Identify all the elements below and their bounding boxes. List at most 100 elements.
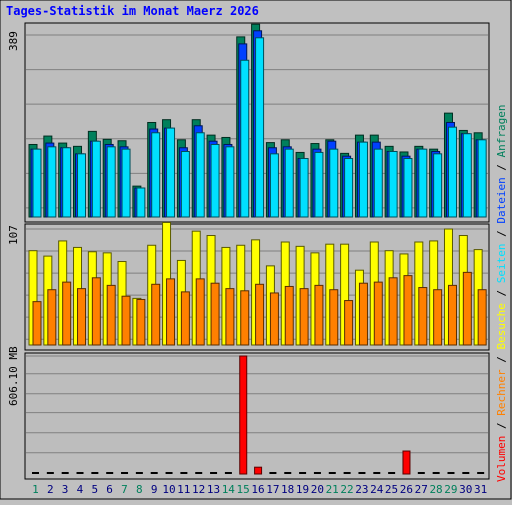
legend-rechner: Rechner [495, 369, 508, 416]
x-tick-label: 30 [459, 483, 472, 496]
bar-rechner-day-30 [462, 271, 472, 346]
bar-rechner-day-26 [403, 275, 413, 346]
bar-volumen-baseline [195, 472, 203, 474]
x-tick-label: 22 [340, 483, 353, 496]
legend-besuche: Besuche [495, 303, 508, 349]
legend-dateien: Dateien [495, 177, 508, 223]
bar-seiten-day-3 [62, 147, 72, 218]
x-tick-label: 18 [281, 483, 294, 496]
x-tick-label: 5 [91, 483, 98, 496]
x-tick-label: 23 [355, 483, 368, 496]
bar-seiten-day-28 [433, 153, 443, 218]
x-tick-label: 21 [326, 483, 339, 496]
bar-volumen-baseline [224, 472, 232, 474]
x-tick-label: 9 [151, 483, 158, 496]
bar-volumen-baseline [432, 472, 440, 474]
bar-seiten-day-14 [225, 146, 235, 218]
bar-volumen-baseline [373, 472, 381, 474]
bar-rechner-day-13 [210, 282, 220, 346]
bar-volumen-baseline [46, 472, 54, 474]
bar-seiten-day-2 [47, 146, 57, 218]
bar-rechner-day-5 [91, 277, 101, 346]
bar-volumen-baseline [210, 472, 218, 474]
bar-volumen-baseline [61, 472, 69, 474]
panel-bottom [24, 352, 490, 480]
bar-volumen-baseline [328, 472, 336, 474]
bar-seiten-day-15 [240, 59, 250, 218]
bar-volumen-baseline [76, 472, 84, 474]
x-tick-label: 15 [237, 483, 250, 496]
x-tick-label: 25 [385, 483, 398, 496]
bar-rechner-day-28 [433, 289, 443, 346]
bar-seiten-day-19 [299, 158, 309, 218]
bars-layer [28, 23, 487, 475]
x-tick-label: 28 [429, 483, 442, 496]
bar-seiten-day-24 [373, 148, 383, 218]
bar-volumen-day-26 [402, 450, 411, 475]
bar-volumen-baseline [32, 472, 39, 474]
x-tick-label: 12 [192, 483, 205, 496]
legend-separator: / [495, 157, 508, 177]
x-tick-label: 24 [370, 483, 384, 496]
bar-volumen-baseline [447, 472, 455, 474]
bar-rechner-day-1 [32, 301, 42, 346]
bar-volumen-baseline [388, 472, 396, 474]
y-axis-labels: 389 107 606.10 MB [7, 31, 20, 406]
legend-separator: / [495, 283, 508, 303]
bar-volumen-baseline [343, 472, 351, 474]
x-tick-label: 19 [296, 483, 309, 496]
bar-rechner-day-24 [373, 281, 383, 346]
bar-seiten-day-8 [136, 187, 146, 218]
legend-anfragen: Anfragen [495, 104, 508, 157]
bar-seiten-day-5 [91, 140, 101, 218]
y-max-label-bottom: 606.10 MB [7, 346, 20, 406]
bar-seiten-day-17 [269, 153, 279, 218]
x-tick-label: 14 [222, 483, 236, 496]
legend-separator: / [495, 224, 508, 244]
bar-volumen-day-16 [254, 466, 263, 475]
bar-seiten-day-27 [418, 148, 428, 218]
bar-rechner-day-15 [240, 290, 250, 346]
bar-rechner-day-18 [284, 285, 294, 346]
bar-volumen-baseline [417, 472, 425, 474]
bar-seiten-day-23 [358, 141, 368, 218]
bar-volumen-baseline [121, 472, 129, 474]
bar-rechner-day-29 [447, 284, 457, 346]
x-tick-label: 26 [400, 483, 413, 496]
x-tick-label: 3 [62, 483, 69, 496]
bar-rechner-day-9 [151, 283, 161, 346]
bar-rechner-day-31 [477, 289, 487, 346]
bar-rechner-day-25 [388, 277, 398, 346]
x-tick-label: 6 [106, 483, 113, 496]
bar-rechner-day-10 [166, 278, 176, 346]
bar-rechner-day-16 [255, 283, 265, 346]
bar-rechner-day-4 [77, 288, 87, 346]
bar-volumen-baseline [106, 472, 114, 474]
legend-separator: / [495, 350, 508, 370]
bar-seiten-day-22 [344, 158, 354, 218]
bar-seiten-day-7 [121, 148, 131, 218]
x-axis-tick-labels: 1 2 3 4 5 6 7 8 9 10 11 12 13 14 15 16 17 18 19 20 21 22 23 24 2… [32, 483, 487, 496]
bar-seiten-day-16 [255, 37, 265, 218]
x-tick-label: 29 [444, 483, 457, 496]
x-tick-label: 17 [266, 483, 279, 496]
bar-rechner-day-14 [225, 288, 235, 346]
x-tick-label: 7 [121, 483, 128, 496]
bar-volumen-baseline [358, 472, 366, 474]
x-tick-label: 10 [162, 483, 175, 496]
bar-rechner-day-3 [62, 281, 72, 346]
x-tick-label: 20 [311, 483, 324, 496]
bar-seiten-day-10 [166, 127, 176, 218]
bar-volumen-baseline [477, 472, 485, 474]
x-tick-label: 4 [77, 483, 84, 496]
bar-rechner-day-12 [195, 278, 205, 346]
bar-rechner-day-23 [358, 282, 368, 346]
bar-rechner-day-8 [136, 298, 146, 346]
y-max-label-top: 389 [7, 31, 20, 51]
y-max-label-middle: 107 [7, 225, 20, 245]
bar-volumen-baseline [313, 472, 321, 474]
bar-seiten-day-1 [32, 148, 42, 218]
bar-rechner-day-22 [344, 300, 354, 346]
bar-seiten-day-13 [210, 143, 220, 218]
